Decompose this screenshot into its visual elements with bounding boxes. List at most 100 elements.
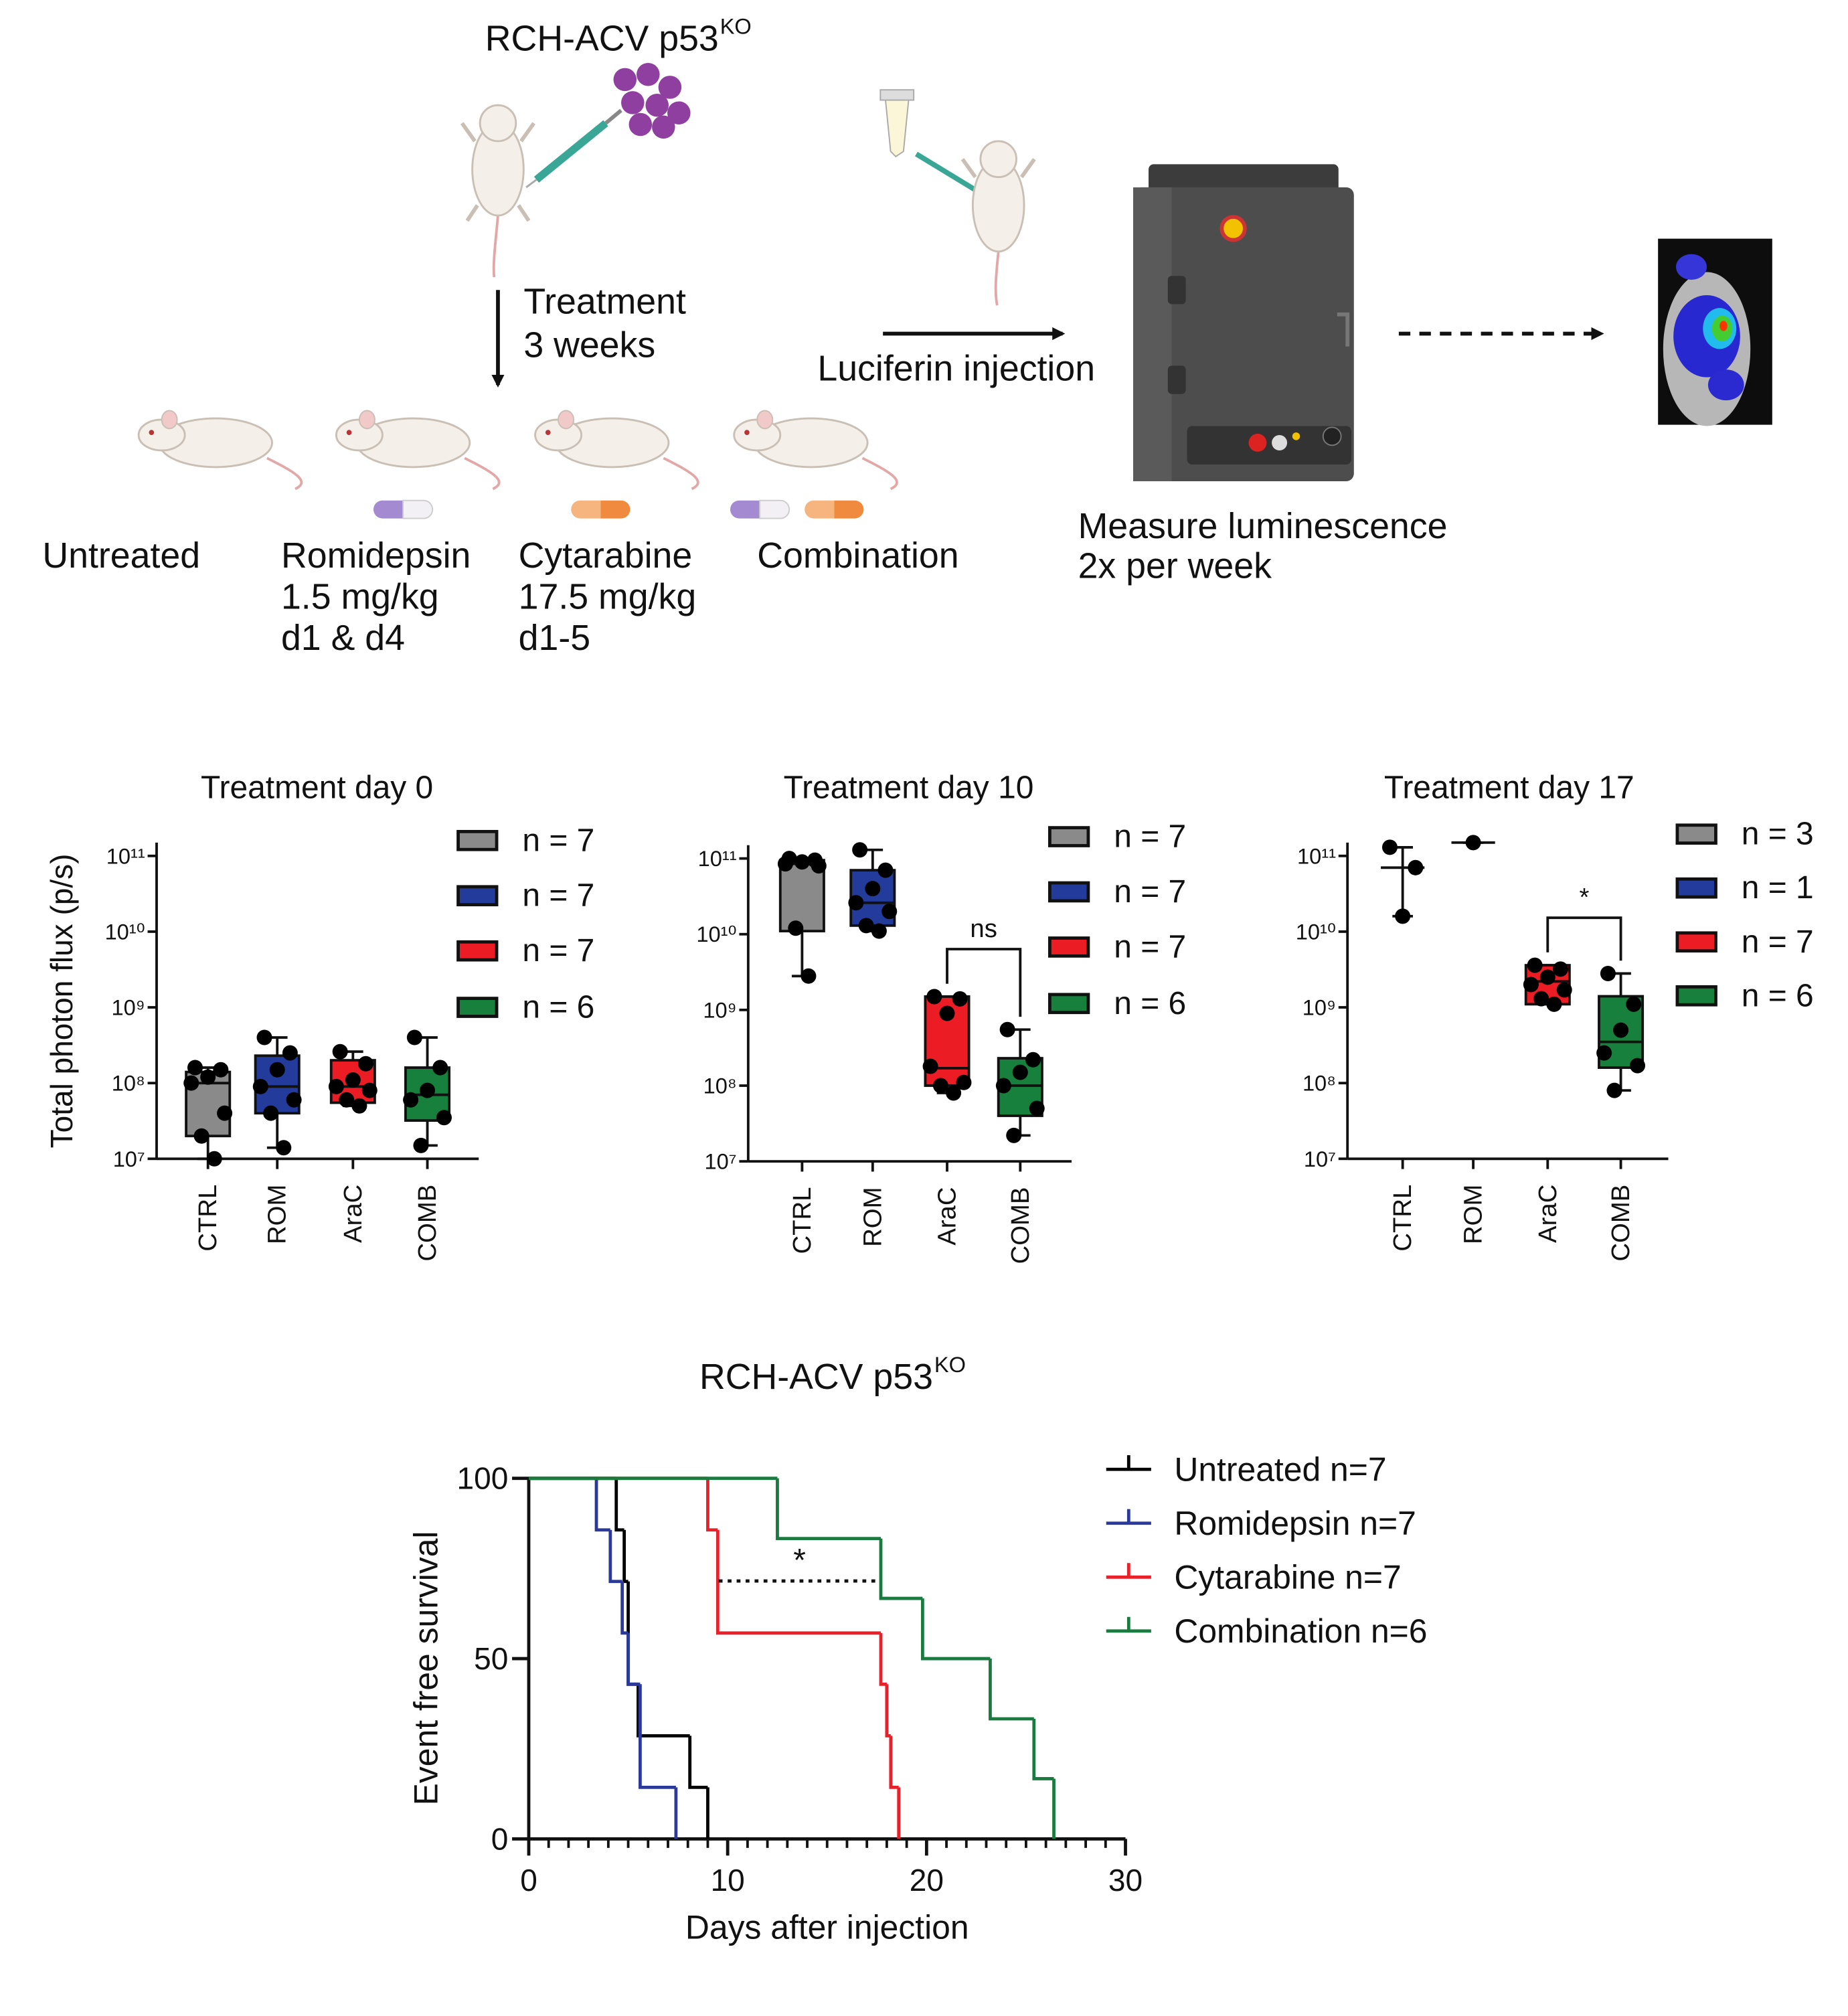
point xyxy=(922,1058,938,1074)
point xyxy=(187,1060,203,1076)
point xyxy=(1395,908,1411,924)
point xyxy=(339,1092,355,1108)
point xyxy=(206,1151,222,1167)
chart-title: Treatment day 0 xyxy=(201,770,433,806)
legend-label: n = 6 xyxy=(1742,978,1814,1013)
x-tick-label: CTRL xyxy=(193,1185,222,1252)
point xyxy=(871,923,887,939)
x-tick-label: AraC xyxy=(339,1185,367,1243)
x-tick-label: CTRL xyxy=(1388,1185,1417,1252)
point xyxy=(1006,1127,1022,1143)
point xyxy=(1556,982,1572,998)
y-tick-label: 10⁸ xyxy=(112,1071,145,1096)
legend-glyph xyxy=(1106,1509,1151,1525)
point xyxy=(332,1043,348,1060)
legend-swatch xyxy=(1675,931,1717,953)
legend-swatch xyxy=(456,829,499,851)
survival-step xyxy=(594,1478,610,1532)
survival-step xyxy=(879,1632,887,1686)
y-tick-label: 10⁹ xyxy=(112,995,145,1020)
point xyxy=(932,1078,948,1094)
group-schedule: d1-5 xyxy=(519,618,590,658)
point xyxy=(282,1045,298,1061)
point xyxy=(345,1072,361,1088)
y-tick-label: 0 xyxy=(491,1821,509,1856)
legend-swatch xyxy=(1047,993,1090,1015)
x-axis-label: Days after injection xyxy=(685,1909,969,1946)
x-tick-label: COMB xyxy=(413,1185,442,1262)
point xyxy=(1546,996,1562,1012)
survival-step xyxy=(622,1529,628,1584)
point xyxy=(1629,1058,1645,1074)
group-name: Romidepsin xyxy=(281,535,471,576)
luciferin-label: Luciferin injection xyxy=(817,348,1095,388)
survival-step xyxy=(1032,1719,1054,1780)
point xyxy=(357,1056,373,1072)
point xyxy=(952,991,968,1007)
y-tick-label: 10¹¹ xyxy=(1297,843,1336,868)
y-tick-label: 10¹⁰ xyxy=(105,919,145,944)
point xyxy=(263,1105,279,1121)
point xyxy=(286,1092,302,1108)
point xyxy=(881,904,898,920)
group-name: Untreated xyxy=(42,535,200,576)
point xyxy=(1029,1100,1045,1116)
y-tick-label: 10¹⁰ xyxy=(1296,919,1336,944)
legend-swatch xyxy=(456,885,499,907)
x-tick-label: AraC xyxy=(933,1187,962,1245)
point xyxy=(1381,839,1398,855)
x-tick-label: ROM xyxy=(858,1187,887,1246)
legend-swatch xyxy=(456,940,499,962)
chart-title: Treatment day 17 xyxy=(1384,770,1634,806)
point xyxy=(1408,859,1424,875)
x-tick-label: ROM xyxy=(1459,1185,1488,1244)
point xyxy=(877,862,894,878)
point xyxy=(1600,965,1616,981)
measure-label: 2x per week xyxy=(1078,546,1272,586)
legend-label: n = 7 xyxy=(522,933,594,969)
point xyxy=(1465,835,1481,851)
point xyxy=(794,854,810,870)
point xyxy=(1539,969,1556,985)
y-tick-label: 10⁸ xyxy=(703,1073,737,1098)
legend-label: n = 7 xyxy=(1114,874,1186,910)
point xyxy=(788,920,804,936)
point xyxy=(956,1074,972,1090)
survival-step xyxy=(889,1736,899,1789)
group-name: Combination xyxy=(757,535,958,576)
treatment-duration: 3 weeks xyxy=(523,325,655,365)
significance-bracket xyxy=(946,948,1022,1017)
significance-bracket xyxy=(1546,916,1622,961)
survival-step xyxy=(608,1529,622,1584)
point xyxy=(436,1110,452,1126)
point xyxy=(351,1098,367,1114)
point xyxy=(848,895,864,911)
point xyxy=(217,1105,233,1121)
point xyxy=(420,1082,436,1098)
cell-line-superscript: KO xyxy=(720,14,752,39)
legend-swatch xyxy=(456,997,499,1018)
legend-swatch xyxy=(1675,877,1717,899)
point xyxy=(406,1029,422,1045)
point xyxy=(1012,1064,1028,1080)
survival-step xyxy=(620,1581,628,1635)
legend-label: Cytarabine n=7 xyxy=(1174,1558,1401,1596)
survival-step xyxy=(776,1478,881,1541)
legend-glyph xyxy=(1106,1563,1151,1579)
y-axis-label: Event free survival xyxy=(408,1531,445,1805)
legend-label: n = 6 xyxy=(1114,986,1186,1021)
significance-label: * xyxy=(1579,883,1589,912)
point xyxy=(1552,961,1568,977)
legend-label: n = 7 xyxy=(1114,819,1186,855)
significance-label: * xyxy=(793,1543,806,1578)
group-dose: 17.5 mg/kg xyxy=(519,577,697,617)
point xyxy=(432,1060,448,1076)
cell-line: RCH-ACV p53 xyxy=(485,19,719,59)
point xyxy=(413,1137,429,1153)
legend-label: n = 7 xyxy=(1114,929,1186,964)
legend-label: n = 7 xyxy=(522,878,594,914)
point xyxy=(946,1085,962,1101)
group-name: Cytarabine xyxy=(519,535,693,576)
